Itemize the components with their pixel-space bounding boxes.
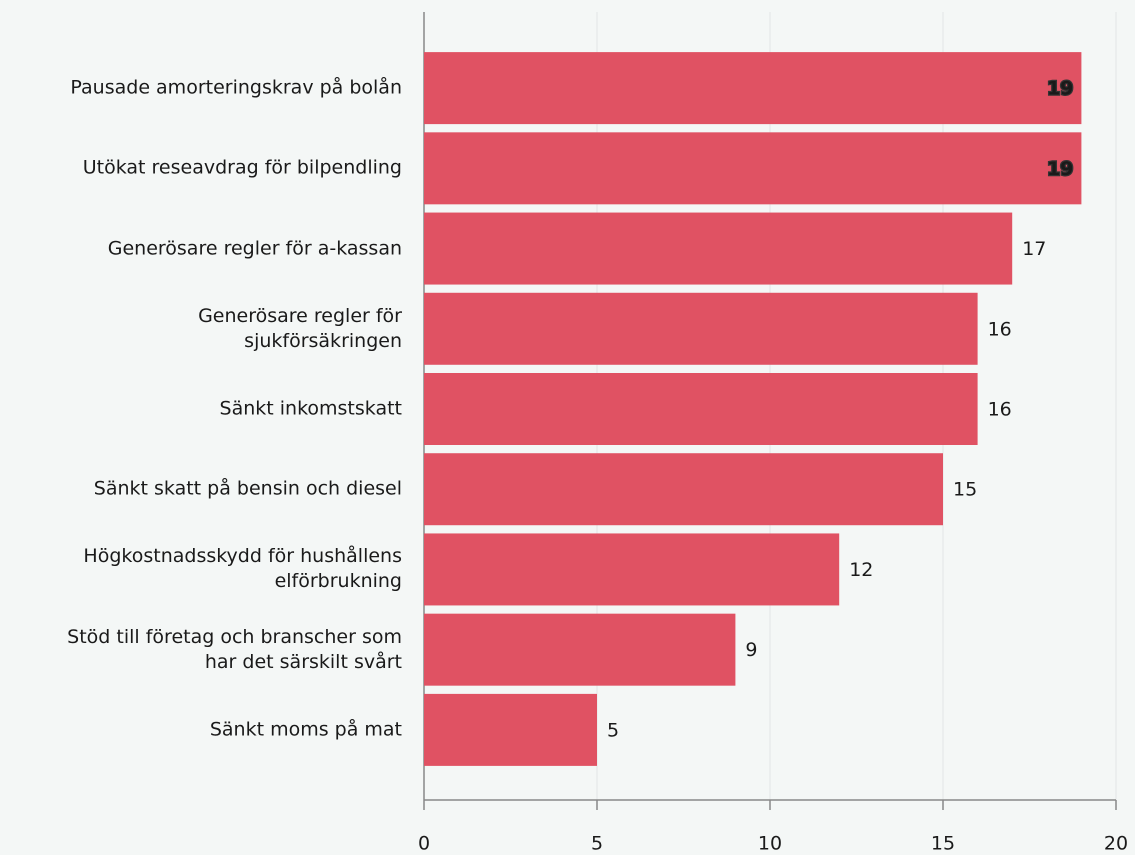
value-label: 19 — [1047, 158, 1073, 180]
y-tick-label: Utökat reseavdrag för bilpendling — [82, 156, 402, 179]
y-tick-label: Generösare regler för sjukförsäkringen — [198, 304, 402, 352]
bar — [424, 373, 978, 445]
bar — [424, 613, 736, 686]
x-tick-label: 10 — [758, 833, 782, 855]
bar — [424, 52, 1082, 125]
x-tick-label: 15 — [931, 833, 955, 855]
value-label: 17 — [1022, 238, 1046, 260]
value-label: 16 — [988, 318, 1012, 340]
bar — [424, 292, 978, 365]
value-label: 16 — [988, 399, 1012, 421]
x-tick-label: 0 — [418, 833, 430, 855]
y-tick-label: Sänkt moms på mat — [209, 718, 402, 741]
y-tick-label: Sänkt skatt på bensin och diesel — [93, 477, 402, 500]
x-tick-label: 5 — [591, 833, 603, 855]
x-tick-label: 20 — [1104, 833, 1128, 855]
y-tick-label: Generösare regler för a-kassan — [107, 237, 402, 260]
value-label: 5 — [607, 719, 619, 741]
bar — [424, 132, 1082, 205]
bar — [424, 212, 1013, 285]
bar — [424, 453, 943, 526]
y-tick-label: Högkostnadsskydd för hushållens elförbru… — [83, 545, 402, 593]
bar — [424, 693, 597, 766]
value-label: 19 — [1047, 78, 1073, 100]
value-label: 12 — [849, 559, 873, 581]
bar — [424, 533, 840, 606]
value-label: 9 — [745, 639, 757, 661]
y-tick-label: Sänkt inkomstskatt — [219, 397, 402, 420]
value-label: 15 — [953, 479, 977, 501]
y-tick-label: Stöd till företag och branscher som har … — [67, 625, 402, 673]
y-tick-label: Pausade amorteringskrav på bolån — [70, 76, 402, 99]
